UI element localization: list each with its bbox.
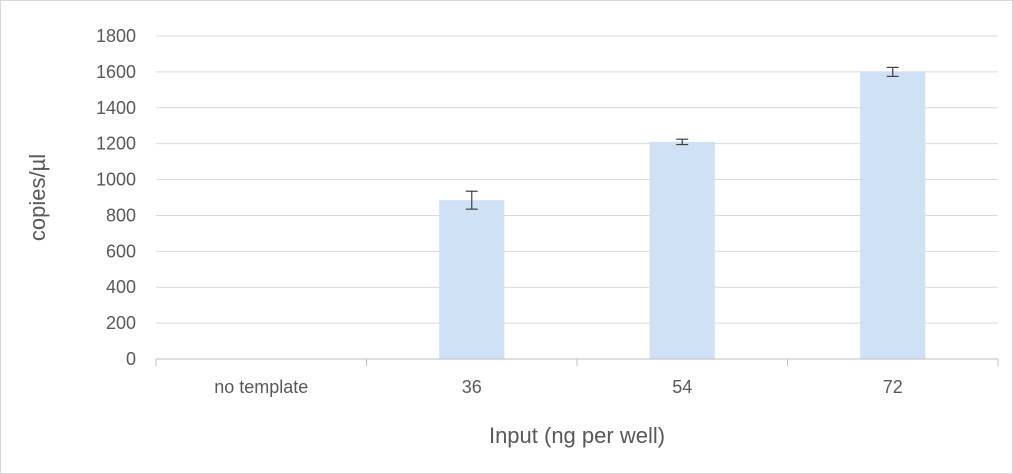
bar [439,200,505,359]
x-tick-label: 72 [883,377,903,397]
x-tick-label: 54 [672,377,692,397]
y-tick-label: 800 [106,205,136,225]
y-tick-label: 600 [106,241,136,261]
y-tick-label: 1400 [96,98,136,118]
y-tick-label: 400 [106,277,136,297]
y-axis-title: copies/µl [25,154,50,241]
error-bars [465,66,899,210]
x-axis-title: Input (ng per well) [489,423,665,448]
gridlines [156,35,998,324]
y-tick-label: 1800 [96,26,136,46]
y-tick-label: 0 [126,349,136,369]
y-tick-label: 1600 [96,62,136,82]
bar [649,141,715,359]
bar [860,71,926,359]
y-tick-label: 200 [106,313,136,333]
axes [155,358,999,366]
y-tick-label: 1200 [96,134,136,154]
y-tick-label: 1000 [96,170,136,190]
bars [439,71,926,359]
x-tick-label: 36 [462,377,482,397]
x-tick-label: no template [214,377,308,397]
tick-labels: 0 200 400 600 800 1000 1200 1400 1600 1800 no temp… [96,26,903,397]
